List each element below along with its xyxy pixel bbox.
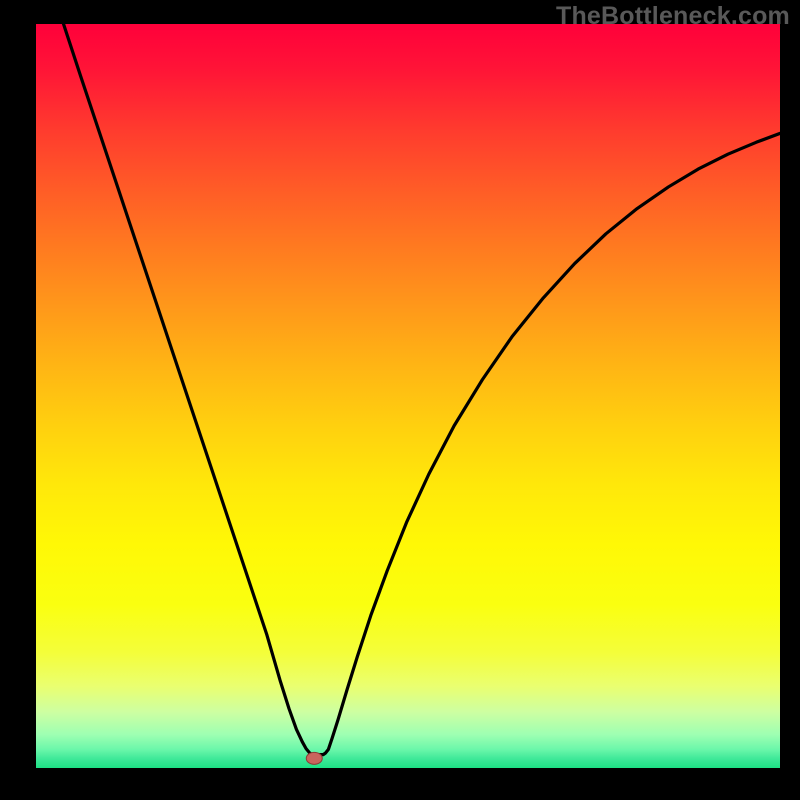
chart-stage: TheBottleneck.com	[0, 0, 800, 800]
watermark-text: TheBottleneck.com	[556, 2, 790, 31]
minimum-marker	[306, 752, 322, 764]
chart-svg	[0, 0, 800, 800]
plot-area-gradient	[36, 24, 780, 768]
